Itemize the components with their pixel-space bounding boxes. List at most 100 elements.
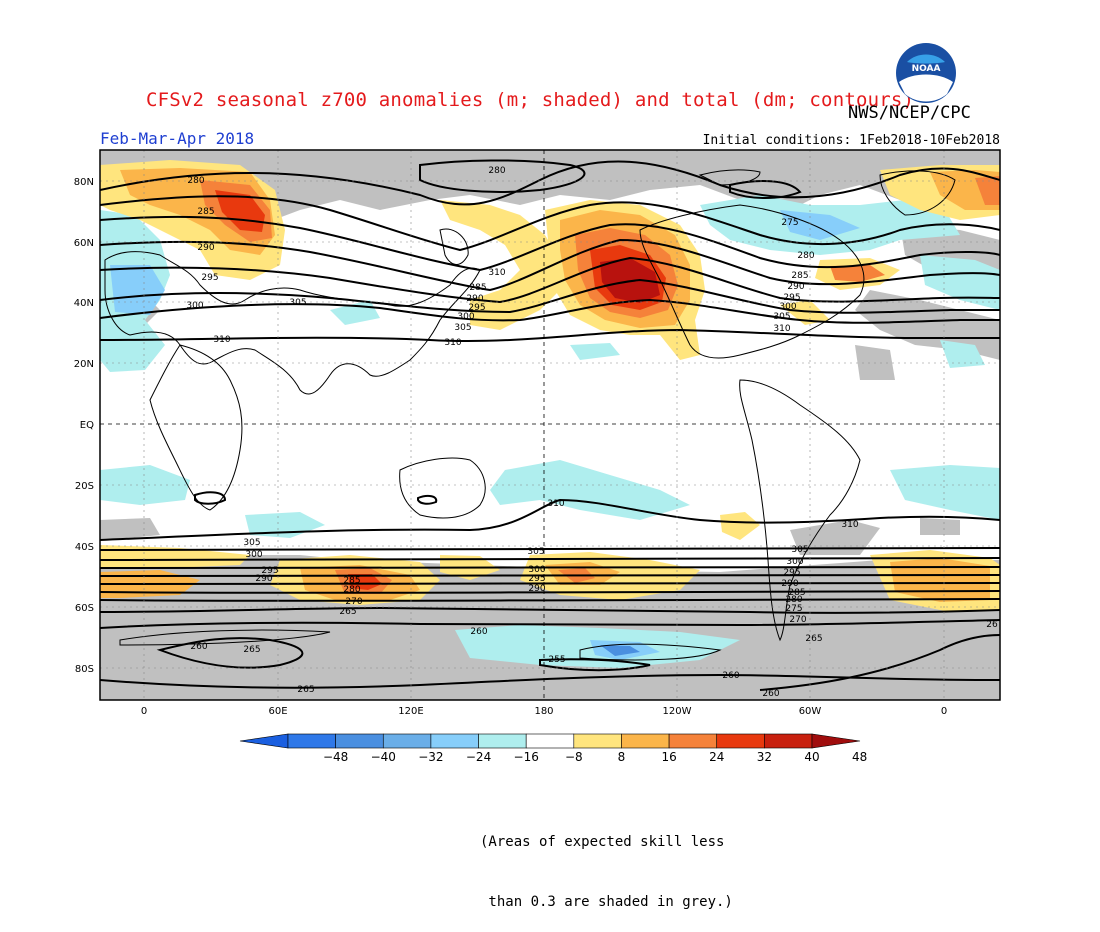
lon-label: 60W: [799, 706, 822, 717]
colorbar-box: [382, 733, 432, 749]
continent-outlines: [104, 169, 956, 661]
map-gridlines: [100, 150, 1000, 700]
contour-label: 300: [245, 550, 262, 560]
contour-label: 295: [528, 574, 545, 584]
noaa-logo-text: NOAA: [912, 64, 941, 74]
colorbar-tick-label: 16: [661, 750, 676, 764]
footnote-line-2: than 0.3 are shaded in grey.): [480, 894, 733, 910]
contour-label: 295: [783, 568, 800, 578]
contour-label: 300: [186, 301, 203, 311]
lon-label: 120E: [398, 706, 423, 717]
colorbar-box: [430, 733, 479, 749]
colorbar-tick-label: −48: [323, 750, 348, 764]
contour-label: 310: [488, 268, 505, 278]
contour-label: 300: [779, 302, 796, 312]
contour-label: 26: [986, 620, 998, 630]
contour-label: 285: [469, 283, 486, 293]
contour-label: 270: [789, 615, 806, 625]
contour-label: 295: [468, 303, 485, 313]
contour-label: 295: [201, 273, 218, 283]
lat-label: 20N: [74, 359, 94, 370]
contour-label: 265: [805, 634, 822, 644]
map-gridlines-minor: [100, 150, 1000, 700]
contour-label: 305: [791, 545, 808, 555]
lat-label: 80N: [74, 177, 94, 188]
contour-label: 280: [797, 251, 814, 261]
colorbar-left-arrow: [239, 733, 289, 749]
colorbar-box: [478, 733, 527, 749]
colorbar-box: [525, 733, 575, 749]
lat-label: 60S: [75, 603, 94, 614]
skill-footnote: (Areas of expected skill less than 0.3 a…: [480, 792, 733, 932]
noaa-logo-icon: NOAA: [896, 43, 956, 103]
contour-label: 285: [343, 576, 360, 586]
colorbar-tick-label: 8: [618, 750, 626, 764]
contour-label: 300: [457, 312, 474, 322]
colorbar-tick-label: 40: [804, 750, 819, 764]
contour-label: 305: [243, 538, 260, 548]
lon-label: 180: [534, 706, 553, 717]
positive-anomalies: [100, 160, 1000, 612]
colorbar-tick-label: −32: [418, 750, 443, 764]
contour-label: 260: [722, 671, 739, 681]
lat-label: 80S: [75, 664, 94, 675]
initial-conditions: Initial conditions: 1Feb2018-10Feb2018: [702, 133, 1000, 148]
contour-label: 310: [773, 324, 790, 334]
agency-label: NWS/NCEP/CPC: [848, 103, 971, 123]
contour-label: 265: [339, 607, 356, 617]
contour-label: 295: [783, 293, 800, 303]
map-frame: [99, 149, 1001, 701]
contour-label: 280: [785, 595, 802, 605]
lat-label: 20S: [75, 481, 94, 492]
contour-label: 270: [345, 597, 362, 607]
contour-label: 260: [762, 689, 779, 699]
lon-label: 60E: [268, 706, 287, 717]
contour-label: 280: [488, 166, 505, 176]
contour-label: 260: [190, 642, 207, 652]
figure-title: CFSv2 seasonal z700 anomalies (m; shaded…: [146, 89, 915, 111]
lon-label: 0: [941, 706, 947, 717]
contour-label: 285: [791, 271, 808, 281]
contour-label: 285: [788, 588, 805, 598]
colorbar-box: [335, 733, 384, 749]
contour-label: 275: [785, 604, 802, 614]
lat-label: 60N: [74, 238, 94, 249]
colorbar-tick-label: −8: [565, 750, 583, 764]
contour-labels: 280 285 290 295 300 305 310 280 285 290 …: [186, 166, 998, 699]
contour-label: 310: [841, 520, 858, 530]
longitude-labels: 0 60E 120E 180 120W 60W 0: [141, 706, 947, 717]
colorbar-tick-label: 32: [757, 750, 772, 764]
contour-label: 265: [243, 645, 260, 655]
contour-label: 305: [773, 312, 790, 322]
anomaly-shading: [100, 150, 1000, 700]
colorbar-right-arrow: [811, 733, 861, 749]
contour-label: 260: [470, 627, 487, 637]
contour-label: 300: [528, 565, 545, 575]
colorbar-box: [716, 733, 765, 749]
contour-label: 265: [297, 685, 314, 695]
height-contours: [100, 159, 1000, 691]
lon-label: 120W: [663, 706, 692, 717]
contour-label: 305: [289, 298, 306, 308]
latitude-labels: 80N 60N 40N 20N EQ 20S 40S 60S 80S: [74, 177, 94, 675]
colorbar-box: [621, 733, 670, 749]
contour-label: 275: [781, 218, 798, 228]
footnote-line-1: (Areas of expected skill less: [480, 834, 725, 850]
contour-label: 310: [444, 338, 461, 348]
contour-label: 300: [786, 557, 803, 567]
lat-label: 40S: [75, 542, 94, 553]
contour-label: 305: [454, 323, 471, 333]
forecast-map-figure: 80N 60N 40N 20N EQ 20S 40S 60S 80S 0 60E…: [74, 149, 1001, 764]
colorbar-box: [668, 733, 718, 749]
contour-label: 310: [213, 335, 230, 345]
lon-label: 0: [141, 706, 147, 717]
colorbar-tick-label: −16: [514, 750, 539, 764]
contour-label: 285: [197, 207, 214, 217]
contour-label: 290: [255, 574, 272, 584]
colorbar-tick-label: 24: [709, 750, 724, 764]
contour-label: 310: [547, 499, 564, 509]
contour-label: 280: [187, 176, 204, 186]
colorbar-box: [573, 733, 622, 749]
contour-label: 290: [197, 243, 214, 253]
colorbar-box: [764, 733, 813, 749]
